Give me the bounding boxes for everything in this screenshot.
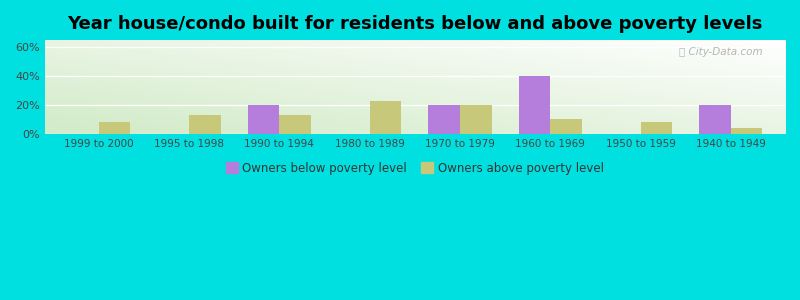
Bar (641, 122, 672, 134)
Legend: Owners below poverty level, Owners above poverty level: Owners below poverty level, Owners above… (221, 157, 609, 179)
Bar (550, 119, 582, 134)
Bar (98, 122, 130, 134)
Bar (248, 105, 279, 134)
Bar (518, 76, 550, 134)
Bar (279, 115, 311, 134)
Text: ⓘ City-Data.com: ⓘ City-Data.com (679, 47, 762, 57)
Bar (460, 105, 491, 134)
Bar (370, 101, 402, 134)
Bar (699, 105, 731, 134)
Title: Year house/condo built for residents below and above poverty levels: Year house/condo built for residents bel… (67, 15, 762, 33)
Bar (428, 105, 460, 134)
Bar (731, 128, 762, 134)
Bar (189, 115, 221, 134)
